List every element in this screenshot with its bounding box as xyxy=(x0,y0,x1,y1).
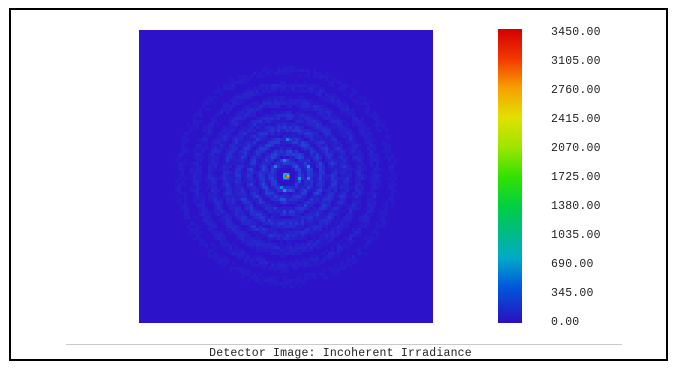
colorbar-tick: 3105.00 xyxy=(551,55,601,68)
ring-pattern xyxy=(175,66,397,288)
colorbar xyxy=(498,29,522,323)
colorbar-tick: 690.00 xyxy=(551,258,594,271)
chart-title: Detector Image: Incoherent Irradiance xyxy=(209,347,472,360)
colorbar-tick: 0.00 xyxy=(551,316,580,329)
colorbar-tick: 1725.00 xyxy=(551,171,601,184)
colorbar-tick: 1035.00 xyxy=(551,229,601,242)
colorbar-tick: 1380.00 xyxy=(551,200,601,213)
detector-heatmap xyxy=(139,30,433,323)
detector-image-plot xyxy=(139,30,433,323)
colorbar-tick: 2415.00 xyxy=(551,113,601,126)
colorbar-tick: 345.00 xyxy=(551,287,594,300)
caption-divider xyxy=(66,344,622,345)
peak-spot xyxy=(283,173,290,180)
colorbar-tick: 2070.00 xyxy=(551,142,601,155)
colorbar-tick: 3450.00 xyxy=(551,26,601,39)
colorbar-tick: 2760.00 xyxy=(551,84,601,97)
